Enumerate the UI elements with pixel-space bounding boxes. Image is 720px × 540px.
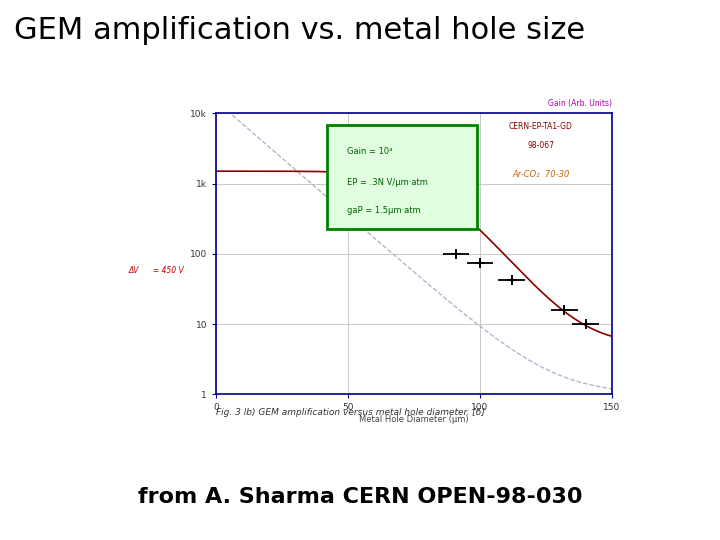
FancyBboxPatch shape (327, 125, 477, 228)
Text: Fig. 3 lb) GEM amplification versus metal hole diameter. [6]: Fig. 3 lb) GEM amplification versus meta… (216, 408, 485, 417)
Text: Gain (Arb. Units): Gain (Arb. Units) (548, 99, 612, 108)
Text: 98-067: 98-067 (527, 141, 554, 151)
Text: EP = .3N V/μm·atm: EP = .3N V/μm·atm (347, 178, 428, 187)
Text: Gain = 10⁴: Gain = 10⁴ (347, 147, 392, 156)
Text: ΔV      = 450 V: ΔV = 450 V (129, 266, 184, 275)
Text: Ar-CO₂  70-30: Ar-CO₂ 70-30 (512, 170, 570, 179)
Text: CERN-EP-TA1-GD: CERN-EP-TA1-GD (509, 122, 572, 131)
Text: from A. Sharma CERN OPEN-98-030: from A. Sharma CERN OPEN-98-030 (138, 487, 582, 507)
Text: gaP = 1.5μm·atm: gaP = 1.5μm·atm (347, 206, 420, 215)
X-axis label: Metal Hole Diameter (μm): Metal Hole Diameter (μm) (359, 415, 469, 424)
Text: GEM amplification vs. metal hole size: GEM amplification vs. metal hole size (14, 16, 585, 45)
